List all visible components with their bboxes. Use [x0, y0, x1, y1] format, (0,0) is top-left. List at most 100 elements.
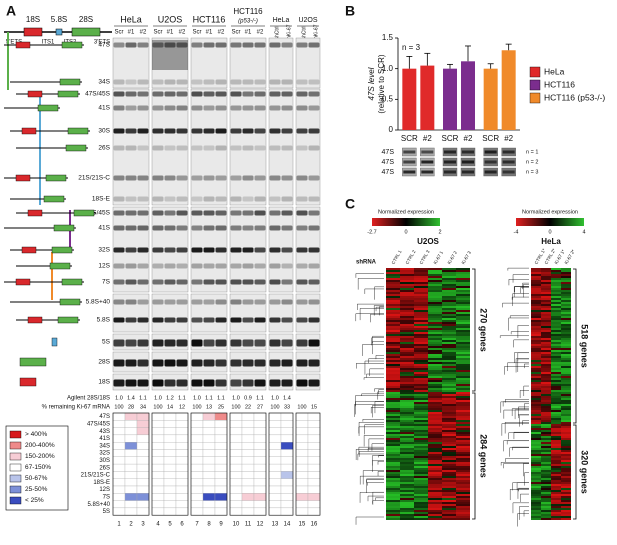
gel-band — [308, 225, 320, 231]
heat-cell — [136, 427, 150, 436]
heat-stripe — [442, 360, 456, 362]
heat-stripe — [428, 448, 442, 450]
heat-stripe — [561, 280, 571, 282]
heat-cell — [268, 442, 282, 450]
cell-line: U2OS — [417, 237, 439, 246]
heat-stripe — [456, 406, 470, 408]
heat-stripe — [531, 514, 541, 516]
heat-cell — [136, 442, 150, 450]
cell-line-sub: (p53-/-) — [238, 19, 258, 25]
heat-stripe — [561, 392, 571, 394]
heat-stripe — [428, 418, 442, 420]
gel-band — [176, 196, 188, 202]
heat-cell — [214, 463, 228, 472]
gel-band — [191, 175, 203, 181]
heat-cell — [280, 500, 294, 509]
gel-band — [296, 225, 308, 231]
x-tick-label: SCR — [442, 134, 459, 143]
heat-stripe — [541, 348, 551, 350]
annotation: n = 3 — [402, 43, 421, 52]
y-tick-label: 0.5 — [382, 94, 394, 103]
heat-stripe — [561, 500, 571, 502]
gel-band — [125, 317, 137, 323]
heat-stripe — [456, 478, 470, 480]
gel-band — [308, 317, 320, 323]
heat-stripe — [400, 374, 414, 376]
heat-cell — [253, 478, 267, 487]
heat-stripe — [456, 302, 470, 304]
heat-stripe — [386, 280, 400, 282]
heat-stripe — [442, 470, 456, 472]
heat-stripe — [456, 392, 470, 394]
heat-stripe — [561, 300, 571, 302]
lane-number: 4 — [156, 522, 160, 528]
heat-stripe — [386, 316, 400, 318]
intermediate-18s — [27, 316, 43, 324]
heat-stripe — [456, 326, 470, 328]
heat-stripe — [386, 492, 400, 494]
heat-stripe — [561, 464, 571, 466]
heat-stripe — [386, 466, 400, 468]
heat-stripe — [442, 388, 456, 390]
row-label: % remaining Ki-67 mRNA — [42, 405, 110, 411]
blot-n: n = 2 — [526, 159, 538, 165]
heat-stripe — [414, 328, 428, 330]
intermediate-28s — [61, 41, 83, 49]
heat-cell — [136, 434, 150, 443]
heat-cell — [124, 420, 138, 428]
scale-title: Normalized expression — [378, 209, 434, 215]
heat-stripe — [531, 362, 541, 364]
heat-stripe — [551, 420, 561, 422]
gel-band — [296, 247, 308, 253]
heat-stripe — [541, 272, 551, 274]
gel-band — [113, 145, 125, 151]
heat-cell — [307, 485, 321, 494]
heat-stripe — [414, 372, 428, 374]
heat-stripe — [400, 334, 414, 336]
heat-stripe — [551, 296, 561, 298]
heat-stripe — [551, 308, 561, 310]
heat-stripe — [400, 364, 414, 366]
heat-stripe — [561, 460, 571, 462]
heat-stripe — [386, 364, 400, 366]
heat-stripe — [400, 362, 414, 364]
heat-stripe — [531, 292, 541, 294]
gel-band — [203, 339, 215, 347]
heat-stripe — [414, 518, 428, 520]
gel-band — [215, 379, 227, 387]
heat-stripe — [386, 344, 400, 346]
gel-band — [191, 105, 203, 111]
heat-cell — [190, 493, 204, 501]
heat-stripe — [561, 272, 571, 274]
heat-stripe — [531, 434, 541, 436]
heat-stripe — [561, 514, 571, 516]
bar — [483, 68, 498, 130]
color-scale — [372, 218, 440, 226]
heat-stripe — [386, 296, 400, 298]
heat-stripe — [541, 342, 551, 344]
gel-band — [215, 279, 227, 285]
heat-stripe — [442, 426, 456, 428]
heat-stripe — [414, 390, 428, 392]
heat-stripe — [386, 342, 400, 344]
heat-cell — [112, 427, 126, 436]
heat-cell — [295, 471, 309, 479]
heat-stripe — [456, 382, 470, 384]
heat-stripe — [561, 388, 571, 390]
heat-stripe — [442, 474, 456, 476]
heat-stripe — [414, 294, 428, 296]
heat-stripe — [541, 392, 551, 394]
heat-stripe — [561, 336, 571, 338]
gel-band — [308, 379, 320, 387]
heat-cell — [163, 442, 177, 450]
gel-band — [254, 175, 266, 181]
heat-cell — [163, 434, 177, 443]
heat-stripe — [456, 426, 470, 428]
heat-stripe — [456, 460, 470, 462]
heat-stripe — [414, 444, 428, 446]
heat-stripe — [428, 290, 442, 292]
x-tick-label: #2 — [504, 134, 513, 143]
heat-stripe — [428, 440, 442, 442]
gel-band — [215, 128, 227, 134]
heat-cell — [124, 456, 138, 465]
